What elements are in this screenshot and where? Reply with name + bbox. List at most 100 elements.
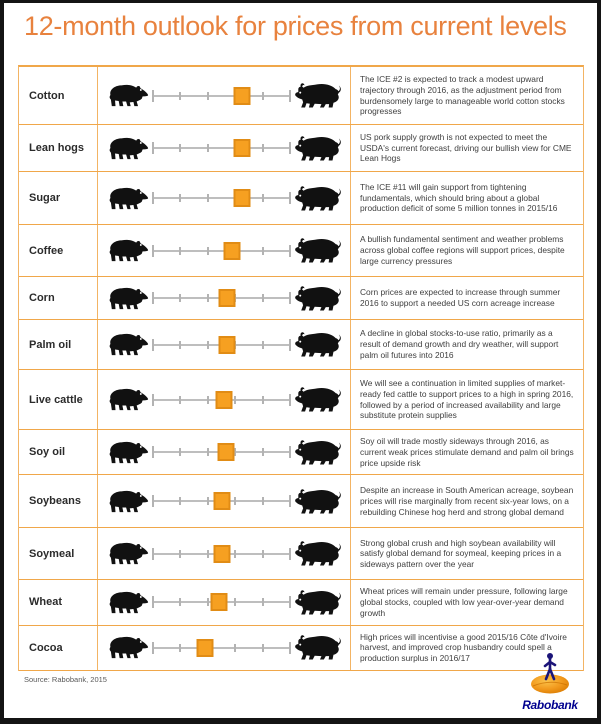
track-tick [152,446,154,459]
table-row: Soy oil Soy oil wi [19,430,583,476]
track-tick [152,244,154,257]
commodity-comment-text: The ICE #2 is expected to track a modest… [360,74,565,117]
track-tick [206,294,209,303]
track-tick [289,596,291,609]
track-tick [289,446,291,459]
track-tick [261,643,264,652]
track-tick [179,395,182,404]
track-tick [206,395,209,404]
track-tick [206,340,209,349]
track-tick [261,194,264,203]
bull-icon [295,489,341,514]
table-row: Palm oil A decline [19,320,583,371]
track-tick [206,497,209,506]
outlook-gauge [98,370,351,430]
outlook-gauge [98,625,351,670]
table-row: Cotton The ICE #2 [19,67,583,126]
outlook-gauge [98,125,351,172]
commodity-comment-text: Corn prices are expected to increase thr… [360,287,561,309]
bull-icon [295,387,341,412]
commodity-comment: Strong global crush and high soybean ava… [351,528,583,579]
track-tick [234,395,237,404]
outlook-gauge [98,475,351,528]
commodity-comment-text: A decline in global stocks-to-use ratio,… [360,328,559,360]
outlook-track [152,185,291,211]
bear-icon [109,637,149,659]
commodity-name: Lean hogs [19,125,98,172]
commodity-name: Coffee [19,225,98,277]
track-tick [234,448,237,457]
commodity-name: Sugar [19,172,98,225]
track-line [153,249,290,252]
commodity-comment: A decline in global stocks-to-use ratio,… [351,320,583,369]
table-row: Soybeans Despite a [19,475,583,529]
track-tick [152,393,154,406]
commodity-comment-text: US pork supply growth is not expected to… [360,131,572,164]
table-row: Sugar The ICE #11 [19,172,583,226]
track-tick [152,547,154,560]
outlook-marker [210,593,228,612]
outlook-marker [223,241,241,260]
commodity-name: Soybeans [19,475,98,528]
bear-icon [109,287,149,309]
track-tick [206,144,209,153]
commodity-name: Soymeal [19,528,98,580]
page-title: 12-month outlook for prices from current… [24,11,567,41]
track-tick [261,246,264,255]
track-tick [261,395,264,404]
track-tick [261,91,264,100]
rabobank-logo-text: Rabobank [522,698,578,712]
rabobank-logo-icon [531,653,569,694]
commodity-comment-text: A bullish fundamental sentiment and weat… [360,234,565,266]
outlook-gauge [98,580,351,625]
track-tick [179,294,182,303]
outlook-track [152,285,291,311]
outlook-track [152,439,291,465]
track-tick [152,338,154,351]
bear-icon [109,388,149,411]
track-tick [261,497,264,506]
outlook-marker [215,390,233,409]
track-tick [206,448,209,457]
track-tick [152,596,154,609]
track-tick [179,549,182,558]
track-tick [206,91,209,100]
commodity-name: Cotton [19,67,98,125]
track-tick [152,292,154,305]
track-tick [152,495,154,508]
track-tick [179,497,182,506]
outlook-table: Cotton The ICE #2 [18,65,584,671]
bull-icon [295,439,341,465]
commodity-comment: Corn prices are expected to increase thr… [351,277,583,319]
outlook-marker [213,492,230,511]
bear-icon [109,239,149,262]
track-tick [234,549,237,558]
outlook-gauge [98,528,351,580]
track-tick [152,192,154,205]
table-row: Corn Corn prices a [19,277,583,321]
bear-icon [109,187,149,209]
outlook-marker [233,189,251,208]
track-tick [206,598,209,607]
commodity-comment: The ICE #2 is expected to track a modest… [351,67,583,124]
outlook-marker [218,289,236,308]
track-tick [289,338,291,351]
commodity-name: Wheat [19,580,98,625]
table-row: Coffee A bullish f [19,225,583,278]
outlook-marker [213,544,230,563]
track-tick [179,340,182,349]
track-tick [234,497,237,506]
bull-icon [295,238,341,263]
track-tick [289,192,291,205]
outlook-gauge [98,430,351,475]
commodity-comment-text: Despite an increase in South American ac… [360,485,574,517]
track-tick [152,89,154,102]
commodity-comment: Despite an increase in South American ac… [351,475,583,527]
table-row: Wheat Wheat prices [19,580,583,626]
track-tick [206,549,209,558]
track-tick [289,89,291,102]
track-tick [179,598,182,607]
rabobank-logo: Rabobank [517,651,583,712]
bear-icon [109,441,149,463]
commodity-comment: We will see a continuation in limited su… [351,370,583,429]
